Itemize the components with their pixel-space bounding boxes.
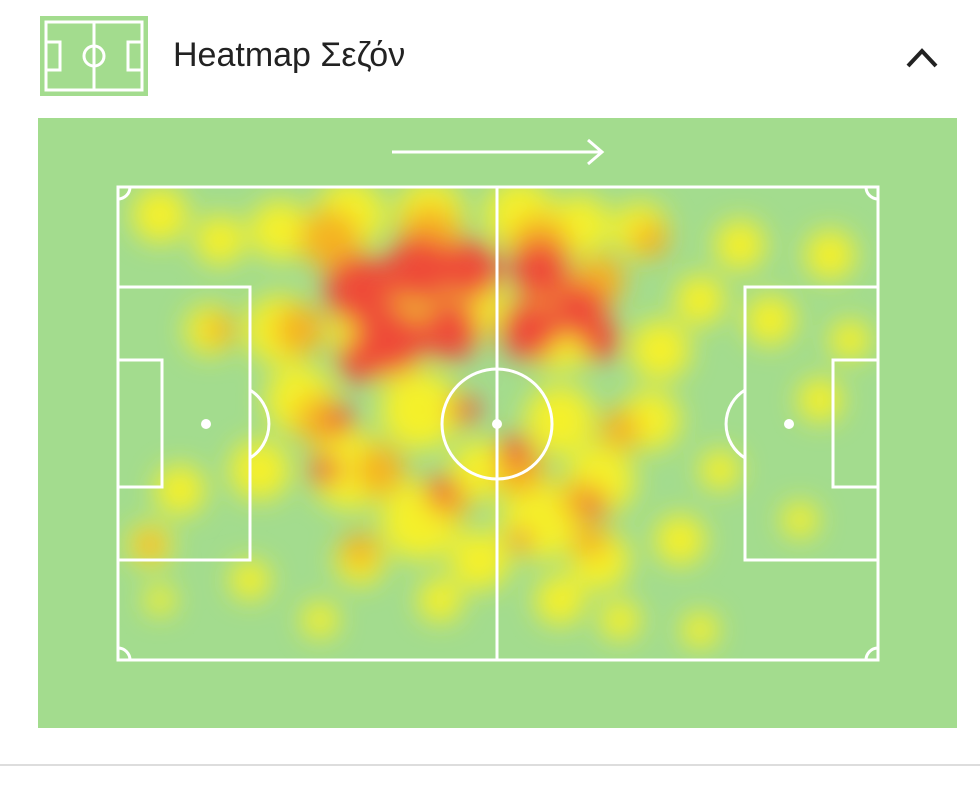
- heat-blob: [302, 602, 338, 638]
- heat-blob: [230, 560, 270, 600]
- heat-blob: [782, 502, 818, 538]
- heat-blob: [535, 575, 585, 625]
- heat-blob: [342, 532, 378, 568]
- heat-blob: [510, 530, 530, 550]
- heat-blob: [440, 240, 500, 300]
- pitch-lines: [116, 138, 880, 662]
- heat-blob: [600, 600, 640, 640]
- heat-blob: [385, 235, 455, 305]
- heatmap-layer: [128, 187, 870, 648]
- heat-blob: [140, 535, 160, 555]
- heat-blob: [426, 476, 454, 504]
- heat-blob: [600, 410, 640, 450]
- heat-blob: [145, 585, 175, 615]
- heat-blob: [500, 300, 560, 360]
- heat-blob: [418, 578, 462, 622]
- heat-blob: [500, 435, 530, 465]
- heat-blob: [745, 295, 795, 345]
- heat-blob: [700, 450, 740, 490]
- heat-blob: [380, 370, 460, 450]
- heat-blob: [275, 305, 325, 355]
- collapse-toggle[interactable]: [906, 48, 938, 68]
- heat-blob: [450, 530, 510, 590]
- heat-blob: [630, 320, 690, 380]
- heat-blob: [655, 515, 705, 565]
- heat-blob: [830, 320, 870, 360]
- heat-blob: [195, 215, 245, 265]
- heat-blob: [205, 315, 235, 345]
- heat-blob: [510, 240, 570, 300]
- heat-blob: [250, 200, 310, 260]
- heat-blob: [310, 455, 340, 485]
- heat-blob: [675, 275, 725, 325]
- heat-blob: [326, 406, 354, 434]
- heat-blob: [451, 396, 479, 424]
- heat-blob: [580, 320, 620, 360]
- heat-blob: [798, 378, 842, 422]
- heat-blob: [572, 522, 608, 558]
- section-title: Heatmap Σεζόν: [173, 36, 405, 74]
- heat-blob: [295, 395, 345, 445]
- heat-blob: [155, 465, 205, 515]
- heat-blob: [583, 493, 607, 517]
- heat-blob: [632, 222, 668, 258]
- heat-blob: [338, 338, 382, 382]
- heat-blob: [355, 445, 405, 495]
- heat-blob: [420, 300, 480, 360]
- heat-blob: [300, 210, 360, 270]
- heat-blob: [715, 220, 765, 270]
- heat-blob: [805, 230, 855, 280]
- heat-blob: [682, 612, 718, 648]
- header-icon: [40, 16, 148, 96]
- heat-blob: [525, 385, 595, 455]
- heat-blob: [132, 187, 188, 243]
- heat-blob: [450, 440, 510, 500]
- heat-blob: [230, 440, 290, 500]
